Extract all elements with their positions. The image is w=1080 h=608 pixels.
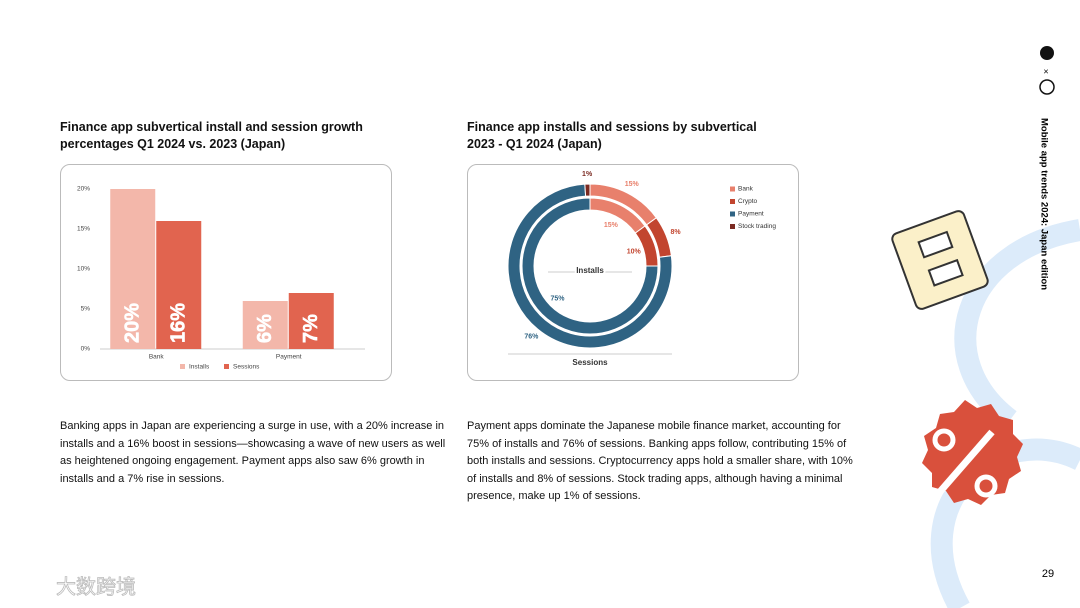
- x-tick-label: Payment: [276, 354, 302, 361]
- legend-label: Installs: [189, 364, 210, 371]
- y-tick-label: 5%: [81, 306, 91, 313]
- y-tick-label: 10%: [77, 266, 90, 273]
- y-tick-label: 0%: [81, 346, 91, 353]
- sidebar-title: Mobile app trends 2024: Japan edition: [1038, 118, 1049, 290]
- value-label: 76%: [524, 334, 539, 341]
- chart-card: [60, 164, 392, 381]
- ring-label: Sessions: [572, 358, 608, 367]
- bar: [110, 189, 156, 349]
- page-number: 29: [1042, 568, 1054, 580]
- legend-label: Sessions: [233, 364, 260, 371]
- legend-label: Payment: [738, 211, 764, 218]
- paragraph: Banking apps in Japan are experiencing a…: [60, 420, 446, 485]
- legend-swatch: [730, 224, 735, 229]
- value-label: 8%: [670, 229, 681, 236]
- legend-swatch: [224, 364, 229, 369]
- value-label: 1%: [582, 171, 593, 178]
- legend-label: Bank: [738, 186, 754, 193]
- value-label: 15%: [625, 181, 640, 188]
- donut-segment: [584, 183, 591, 197]
- watermark: 大数跨境: [56, 575, 136, 598]
- y-tick-label: 20%: [77, 186, 90, 193]
- y-tick-label: 15%: [77, 226, 90, 233]
- bar: [156, 221, 202, 349]
- value-label: 10%: [627, 249, 642, 256]
- value-label: 7%: [300, 314, 322, 343]
- legend-label: Crypto: [738, 198, 758, 205]
- value-label: 75%: [550, 295, 565, 302]
- chart-title: Finance app installs and sessions by sub…: [467, 120, 757, 151]
- chart-card: [467, 164, 799, 381]
- bar: [242, 301, 288, 349]
- x-tick-label: Bank: [149, 354, 165, 361]
- value-label: 16%: [168, 303, 190, 343]
- paragraph: Payment apps dominate the Japanese mobil…: [467, 420, 853, 502]
- legend-swatch: [730, 199, 735, 204]
- legend-swatch: [730, 211, 735, 217]
- legend-label: Stock trading: [738, 223, 776, 230]
- brand-separator: ×: [1043, 66, 1048, 76]
- legend-swatch: [180, 364, 185, 369]
- value-label: 6%: [254, 314, 276, 343]
- ring-label: Installs: [576, 266, 604, 275]
- bar: [288, 293, 334, 349]
- legend-swatch: [730, 186, 735, 192]
- value-label: 20%: [122, 303, 144, 343]
- chart-title: Finance app subvertical install and sess…: [60, 120, 363, 151]
- value-label: 15%: [604, 222, 619, 229]
